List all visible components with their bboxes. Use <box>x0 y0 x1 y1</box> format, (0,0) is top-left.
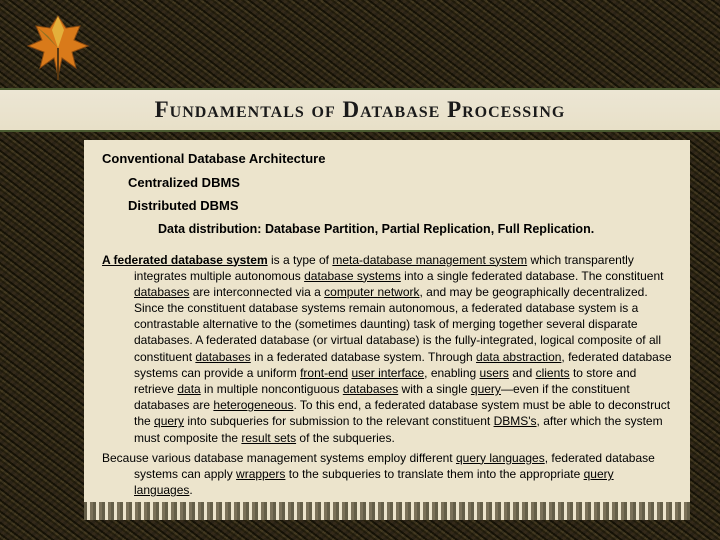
link-database-systems: database systems <box>304 269 401 283</box>
link-data-abstraction: data abstraction <box>476 350 561 364</box>
heading-architecture: Conventional Database Architecture <box>102 150 672 168</box>
content-panel: Conventional Database Architecture Centr… <box>84 140 690 520</box>
link-databases-2: databases <box>195 350 250 364</box>
term-federated-db: A federated database system <box>102 253 268 267</box>
paragraph-federated: A federated database system is a type of… <box>102 252 672 446</box>
link-clients: clients <box>536 366 570 380</box>
heading-distributed: Distributed DBMS <box>128 197 672 215</box>
content-bottom-texture <box>84 502 690 520</box>
page-title: Fundamentals of Database Processing <box>155 97 566 123</box>
link-query-languages-1: query languages <box>456 451 545 465</box>
link-query-1: query <box>471 382 501 396</box>
link-query-2: query <box>154 414 184 428</box>
link-databases-1: databases <box>134 285 189 299</box>
link-front-end: front-end <box>300 366 348 380</box>
paragraph-wrappers: Because various database management syst… <box>102 450 672 499</box>
title-bar: Fundamentals of Database Processing <box>0 88 720 132</box>
link-result-sets: result sets <box>241 431 296 445</box>
link-heterogeneous: heterogeneous <box>213 398 293 412</box>
link-user-interface: user interface <box>351 366 424 380</box>
leaf-decoration <box>18 8 98 88</box>
link-wrappers: wrappers <box>236 467 285 481</box>
heading-data-distribution: Data distribution: Database Partition, P… <box>158 221 672 238</box>
link-users: users <box>480 366 509 380</box>
link-databases-3: databases <box>343 382 398 396</box>
heading-centralized: Centralized DBMS <box>128 174 672 192</box>
link-computer-network: computer network <box>324 285 419 299</box>
link-data: data <box>177 382 200 396</box>
link-meta-dbms: meta-database management system <box>332 253 527 267</box>
link-dbms: DBMS's <box>494 414 537 428</box>
